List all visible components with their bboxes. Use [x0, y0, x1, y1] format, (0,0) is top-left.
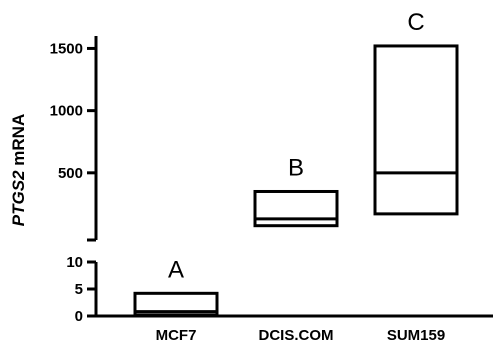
group-letter-sum159: C: [407, 9, 424, 36]
box-mcf7: [133, 291, 219, 317]
y-upper-tick-label-1000: 1000: [50, 103, 83, 120]
x-axis-category-labels: MCF7 DCIS.COM SUM159: [156, 327, 446, 344]
y-axis-ticks: 0 5 10 500 1000 1500: [50, 40, 96, 325]
y-lower-tick-label-0: 0: [75, 308, 83, 325]
y-axis-label-gene: PTGS2: [9, 170, 28, 226]
category-label-sum159: SUM159: [387, 327, 445, 344]
box-series: A B C: [133, 9, 459, 317]
group-letter-dcis-com: B: [288, 154, 304, 181]
y-upper-tick-label-1500: 1500: [50, 40, 83, 57]
box-dcis-com: [253, 189, 339, 228]
y-axis-label-unit: mRNA: [9, 114, 28, 171]
group-letter-mcf7: A: [168, 256, 184, 283]
category-label-mcf7: MCF7: [156, 327, 197, 344]
y-lower-tick-label-5: 5: [75, 281, 83, 298]
category-label-dcis-com: DCIS.COM: [259, 327, 334, 344]
y-axis-label: PTGS2 mRNA: [9, 114, 28, 226]
y-upper-tick-label-500: 500: [58, 165, 83, 182]
y-lower-tick-label-10: 10: [66, 254, 83, 271]
box-sum159: [373, 44, 459, 216]
